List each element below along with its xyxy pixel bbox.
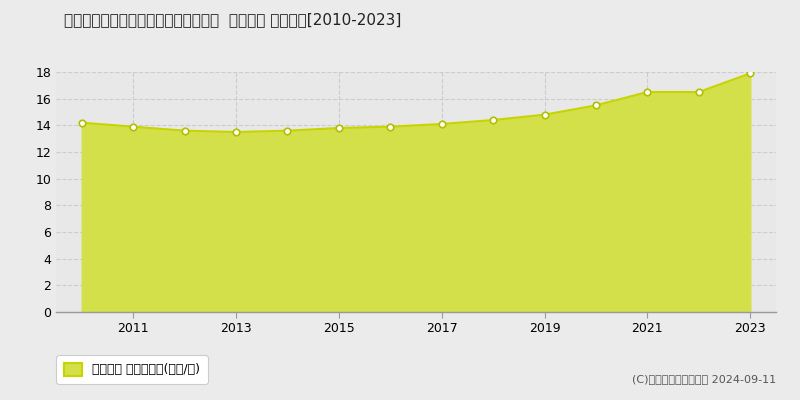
Point: [435, 121, 448, 127]
Point: [486, 117, 499, 123]
Legend: 地価公示 平均坪単価(万円/坪): 地価公示 平均坪単価(万円/坪): [56, 355, 208, 384]
Point: [744, 70, 757, 76]
Point: [178, 128, 191, 134]
Point: [384, 124, 397, 130]
Text: 宮城県岩沼市相の原１丁目３６番１外  地価公示 地価推移[2010-2023]: 宮城県岩沼市相の原１丁目３６番１外 地価公示 地価推移[2010-2023]: [64, 12, 402, 27]
Point: [230, 129, 242, 135]
Point: [126, 124, 139, 130]
Point: [693, 89, 706, 95]
Point: [641, 89, 654, 95]
Point: [538, 112, 551, 118]
Point: [75, 120, 88, 126]
Point: [333, 125, 346, 131]
Point: [590, 102, 602, 108]
Point: [281, 128, 294, 134]
Text: (C)土地価格ドットコム 2024-09-11: (C)土地価格ドットコム 2024-09-11: [632, 374, 776, 384]
